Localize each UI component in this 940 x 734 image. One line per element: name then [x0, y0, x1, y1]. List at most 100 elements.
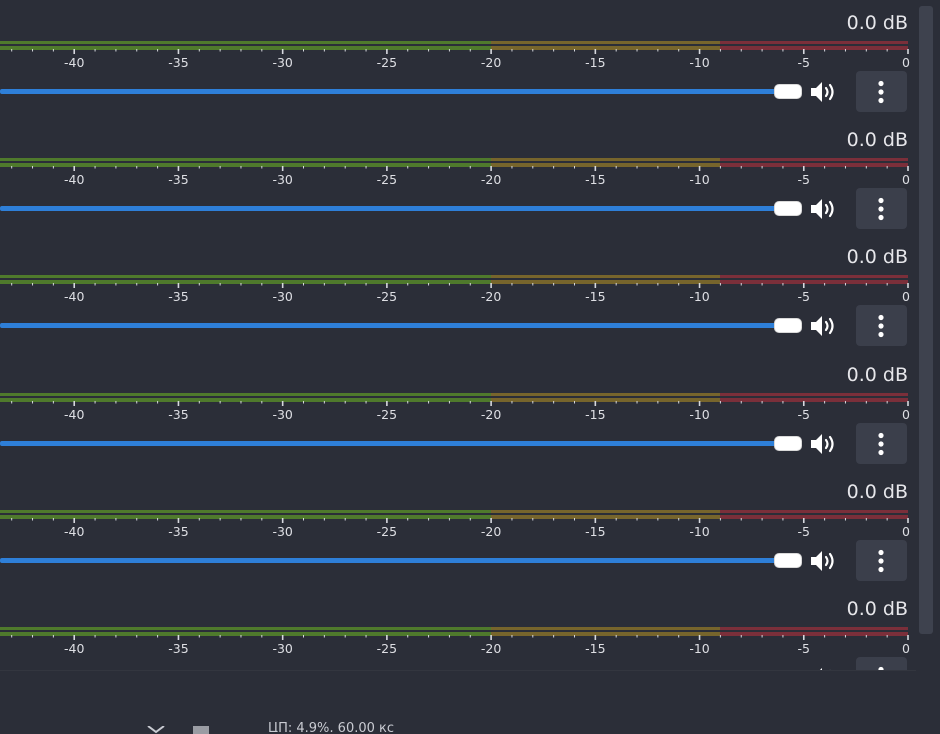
- tick-label: -40: [64, 55, 85, 70]
- tick-label: -40: [64, 641, 85, 656]
- status-bar-divider: [0, 670, 916, 671]
- db-readout: 0.0 dB: [846, 246, 908, 268]
- speaker-volume-icon[interactable]: [809, 196, 839, 222]
- volume-slider-handle[interactable]: [774, 84, 802, 99]
- meter-red-zone-peak: [720, 510, 908, 513]
- tick-label: -35: [168, 172, 189, 187]
- tick-label: -10: [689, 641, 710, 656]
- volume-slider[interactable]: [0, 558, 778, 563]
- tick-label: -35: [168, 524, 189, 539]
- tick-label: -5: [797, 172, 810, 187]
- volume-slider-handle[interactable]: [774, 318, 802, 333]
- tick-label: -5: [797, 524, 810, 539]
- db-readout: 0.0 dB: [846, 12, 908, 34]
- meter-red-zone-peak: [720, 275, 908, 278]
- tick-label: -35: [168, 407, 189, 422]
- speaker-volume-icon[interactable]: [809, 79, 839, 105]
- volume-slider-handle[interactable]: [774, 553, 802, 568]
- channel-menu-button[interactable]: [856, 71, 907, 112]
- meter-yellow-zone-peak: [491, 275, 721, 278]
- speaker-volume-icon[interactable]: [809, 548, 839, 574]
- tick-label: -25: [376, 172, 398, 187]
- channel-menu-button[interactable]: [856, 540, 907, 581]
- tick-label: -35: [168, 641, 189, 656]
- volume-meter: [0, 393, 908, 402]
- tick-label: -10: [689, 524, 710, 539]
- tick-label: 0: [902, 524, 910, 539]
- meter-tick-marks: [11, 401, 909, 406]
- mixer-channel: 0.0 dB -40 -35 -30 -25 -20 -15 -10 -5 0: [0, 0, 916, 117]
- vertical-ellipsis-icon: [878, 80, 884, 104]
- meter-yellow-zone-level: [491, 398, 721, 402]
- mixer-scrollbar-thumb[interactable]: [919, 6, 933, 634]
- channel-menu-button[interactable]: [856, 423, 907, 464]
- db-readout: 0.0 dB: [846, 129, 908, 151]
- tick-label: -5: [797, 407, 810, 422]
- tick-label: 0: [902, 55, 910, 70]
- db-readout: 0.0 dB: [846, 481, 908, 503]
- volume-slider[interactable]: [0, 323, 778, 328]
- speaker-volume-icon[interactable]: [809, 431, 839, 457]
- volume-slider[interactable]: [0, 206, 778, 211]
- volume-slider-handle[interactable]: [774, 436, 802, 451]
- meter-green-zone-peak: [0, 510, 492, 513]
- meter-yellow-zone-peak: [491, 510, 721, 513]
- meter-red-zone-level: [720, 163, 908, 167]
- meter-tick-marks: [11, 635, 909, 640]
- speaker-volume-icon[interactable]: [809, 665, 839, 670]
- meter-yellow-zone-level: [491, 515, 721, 519]
- tick-label: -40: [64, 172, 85, 187]
- tick-label: -35: [168, 289, 189, 304]
- tick-label: -30: [272, 289, 293, 304]
- meter-yellow-zone-level: [491, 46, 721, 50]
- meter-yellow-zone-peak: [491, 158, 721, 161]
- meter-red-zone: [720, 627, 908, 636]
- meter-red-zone-peak: [720, 158, 908, 161]
- meter-green-zone: [0, 393, 492, 402]
- tick-label: -5: [797, 641, 810, 656]
- tick-label: -30: [272, 524, 293, 539]
- mixer-channel: 0.0 dB -40 -35 -30 -25 -20 -15 -10 -5 0: [0, 469, 916, 586]
- tick-label: -20: [480, 172, 502, 187]
- mixer-channel: 0.0 dB -40 -35 -30 -25 -20 -15 -10 -5 0: [0, 352, 916, 469]
- speaker-volume-icon[interactable]: [809, 313, 839, 339]
- meter-yellow-zone-peak: [491, 393, 721, 396]
- meter-yellow-zone-level: [491, 280, 721, 284]
- meter-red-zone-level: [720, 46, 908, 50]
- meter-yellow-zone: [491, 41, 721, 50]
- db-readout: 0.0 dB: [846, 364, 908, 386]
- db-readout: 0.0 dB: [846, 598, 908, 620]
- tick-label: -15: [585, 641, 606, 656]
- meter-red-zone: [720, 158, 908, 167]
- clipped-chevron-icon: [147, 726, 165, 734]
- tick-label: -5: [797, 289, 810, 304]
- channel-menu-button[interactable]: [856, 305, 907, 346]
- meter-tick-marks: [11, 518, 909, 523]
- mixer-channel: 0.0 dB -40 -35 -30 -25 -20 -15 -10 -5 0: [0, 586, 916, 670]
- meter-red-zone-level: [720, 280, 908, 284]
- tick-label: -30: [272, 55, 293, 70]
- tick-label: -25: [376, 55, 398, 70]
- volume-slider-handle[interactable]: [774, 201, 802, 216]
- meter-green-zone-peak: [0, 158, 492, 161]
- tick-label: -40: [64, 407, 85, 422]
- channel-menu-button[interactable]: [856, 657, 907, 670]
- volume-meter: [0, 41, 908, 50]
- vertical-ellipsis-icon: [878, 314, 884, 338]
- meter-tick-marks: [11, 283, 909, 288]
- volume-slider[interactable]: [0, 89, 778, 94]
- vertical-ellipsis-icon: [878, 197, 884, 221]
- tick-label: -20: [480, 55, 502, 70]
- volume-slider[interactable]: [0, 441, 778, 446]
- meter-yellow-zone-peak: [491, 627, 721, 630]
- meter-red-zone-level: [720, 398, 908, 402]
- meter-red-zone: [720, 41, 908, 50]
- tick-label: -10: [689, 407, 710, 422]
- tick-label: -25: [376, 641, 398, 656]
- tick-label: -25: [376, 524, 398, 539]
- meter-red-zone-peak: [720, 41, 908, 44]
- vertical-ellipsis-icon: [878, 549, 884, 573]
- meter-red-zone: [720, 275, 908, 284]
- channel-menu-button[interactable]: [856, 188, 907, 229]
- meter-green-zone: [0, 41, 492, 50]
